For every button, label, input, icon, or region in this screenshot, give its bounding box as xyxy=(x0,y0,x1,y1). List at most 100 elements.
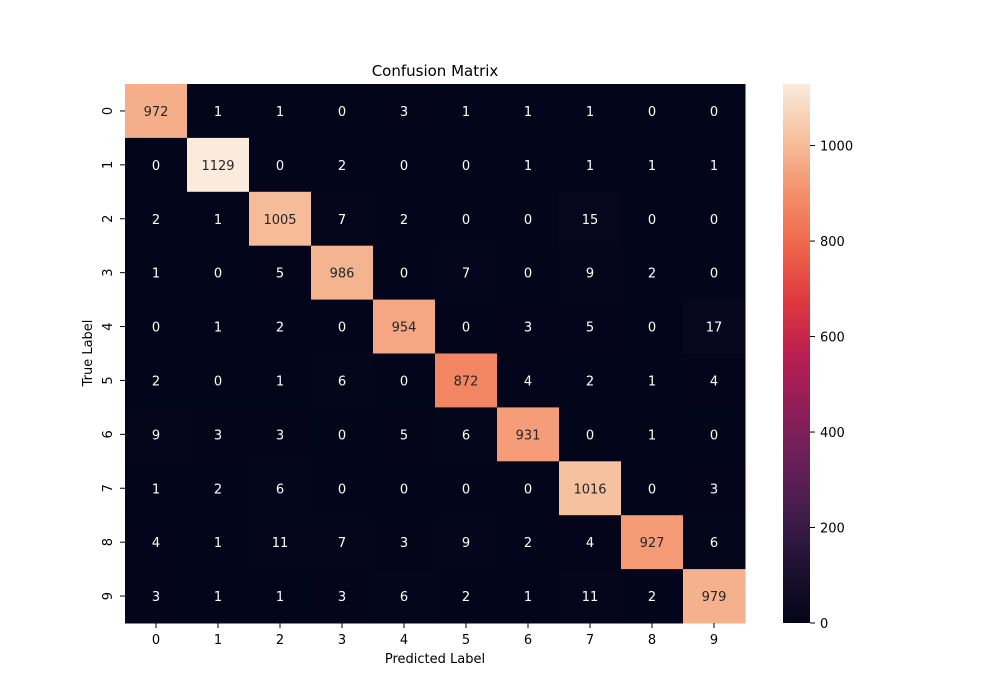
heatmap-cell xyxy=(187,353,250,408)
heatmap-cell xyxy=(683,299,746,354)
cell-value-label: 4 xyxy=(524,374,532,389)
heatmap-cell xyxy=(683,191,746,247)
cell-value-label: 972 xyxy=(144,105,169,120)
heatmap-cell xyxy=(497,407,560,462)
y-tick-label: 4 xyxy=(101,322,116,330)
x-tick-label: 9 xyxy=(710,633,718,648)
heatmap-cell xyxy=(621,191,684,247)
cell-value-label: 4 xyxy=(152,536,160,551)
heatmap-cell xyxy=(125,515,188,570)
heatmap-cell xyxy=(249,137,312,193)
cell-value-label: 1 xyxy=(152,267,160,282)
heatmap-cell xyxy=(311,84,374,139)
cell-value-label: 7 xyxy=(462,267,470,282)
cell-value-label: 1016 xyxy=(573,482,606,497)
cell-value-label: 1 xyxy=(524,590,532,605)
heatmap-cell xyxy=(373,299,436,354)
cell-value-label: 0 xyxy=(710,105,718,120)
heatmap-cell xyxy=(187,245,250,301)
heatmap-cell xyxy=(311,407,374,462)
y-tick-label: 1 xyxy=(101,161,116,169)
heatmap-cell xyxy=(435,407,498,462)
cell-value-label: 9 xyxy=(586,267,594,282)
heatmap-cell xyxy=(125,407,188,462)
heatmap-cell xyxy=(249,245,312,301)
cell-value-label: 927 xyxy=(640,536,665,551)
heatmap-cell xyxy=(621,137,684,193)
cell-value-label: 1 xyxy=(152,482,160,497)
cell-value-label: 0 xyxy=(400,374,408,389)
cell-value-label: 6 xyxy=(462,428,470,443)
cell-value-label: 3 xyxy=(400,105,408,120)
heatmap-cell xyxy=(311,353,374,408)
heatmap-cell xyxy=(621,84,684,139)
heatmap-cell xyxy=(497,245,560,301)
cell-value-label: 0 xyxy=(586,428,594,443)
heatmap-cell xyxy=(435,191,498,247)
x-tick-label: 7 xyxy=(586,633,594,648)
cell-value-label: 0 xyxy=(152,321,160,336)
heatmap-cell xyxy=(435,299,498,354)
heatmap-cell xyxy=(559,353,622,408)
x-axis: 0 1 2 3 4 5 6 7 8 9 xyxy=(152,623,718,648)
heatmap-cell xyxy=(311,515,374,570)
heatmap-cell xyxy=(373,407,436,462)
heatmap-cell xyxy=(435,461,498,516)
cell-value-label: 931 xyxy=(516,428,541,443)
heatmap-cell xyxy=(497,299,560,354)
cell-value-label: 986 xyxy=(330,267,355,282)
cell-value-label: 1 xyxy=(214,213,222,228)
heatmap-cell xyxy=(621,353,684,408)
heatmap-cell xyxy=(187,461,250,516)
cell-value-label: 5 xyxy=(400,428,408,443)
heatmap-cell xyxy=(683,569,746,624)
cell-value-label: 954 xyxy=(392,321,417,336)
heatmap-cell xyxy=(125,569,188,624)
heatmap-cell xyxy=(311,299,374,354)
cell-value-label: 1129 xyxy=(201,159,234,174)
heatmap-cell xyxy=(373,245,436,301)
cell-value-label: 0 xyxy=(338,482,346,497)
cell-value-label: 11 xyxy=(272,536,289,551)
cell-value-label: 0 xyxy=(462,321,470,336)
cell-value-label: 2 xyxy=(338,159,346,174)
cell-value-label: 0 xyxy=(400,267,408,282)
colorbar-tick-label: 800 xyxy=(820,235,845,250)
colorbar-axis: 0 200 400 600 800 1000 xyxy=(810,140,853,632)
cell-value-label: 0 xyxy=(338,321,346,336)
cell-value-label: 0 xyxy=(524,267,532,282)
heatmap-cell xyxy=(683,353,746,408)
heatmap-cell xyxy=(249,353,312,408)
y-axis-label: True Label xyxy=(81,320,96,388)
x-tick-label: 2 xyxy=(276,633,284,648)
cell-value-label: 0 xyxy=(462,213,470,228)
heatmap-cell xyxy=(187,515,250,570)
x-tick-label: 6 xyxy=(524,633,532,648)
heatmap-cell xyxy=(435,84,498,139)
cell-value-label: 5 xyxy=(586,321,594,336)
cell-value-label: 3 xyxy=(276,428,284,443)
cell-value-label: 2 xyxy=(214,482,222,497)
heatmap-cell xyxy=(559,461,622,516)
heatmap-cell xyxy=(187,407,250,462)
heatmap-cell xyxy=(683,245,746,301)
heatmap-cell xyxy=(249,515,312,570)
heatmap-cell xyxy=(621,461,684,516)
cell-value-label: 2 xyxy=(400,213,408,228)
cell-value-label: 2 xyxy=(648,267,656,282)
x-tick-label: 1 xyxy=(214,633,222,648)
cell-value-label: 2 xyxy=(524,536,532,551)
cell-value-label: 979 xyxy=(702,590,727,605)
heatmap-cell xyxy=(373,191,436,247)
heatmap-cell xyxy=(683,84,746,139)
cell-value-label: 0 xyxy=(524,482,532,497)
cell-value-label: 6 xyxy=(710,536,718,551)
cell-value-label: 0 xyxy=(338,105,346,120)
cell-value-label: 1 xyxy=(214,321,222,336)
heatmap-cell xyxy=(311,191,374,247)
heatmap-cell xyxy=(125,84,188,139)
colorbar-tick-label: 1000 xyxy=(820,140,853,155)
cell-value-label: 9 xyxy=(152,428,160,443)
x-tick-label: 3 xyxy=(338,633,346,648)
